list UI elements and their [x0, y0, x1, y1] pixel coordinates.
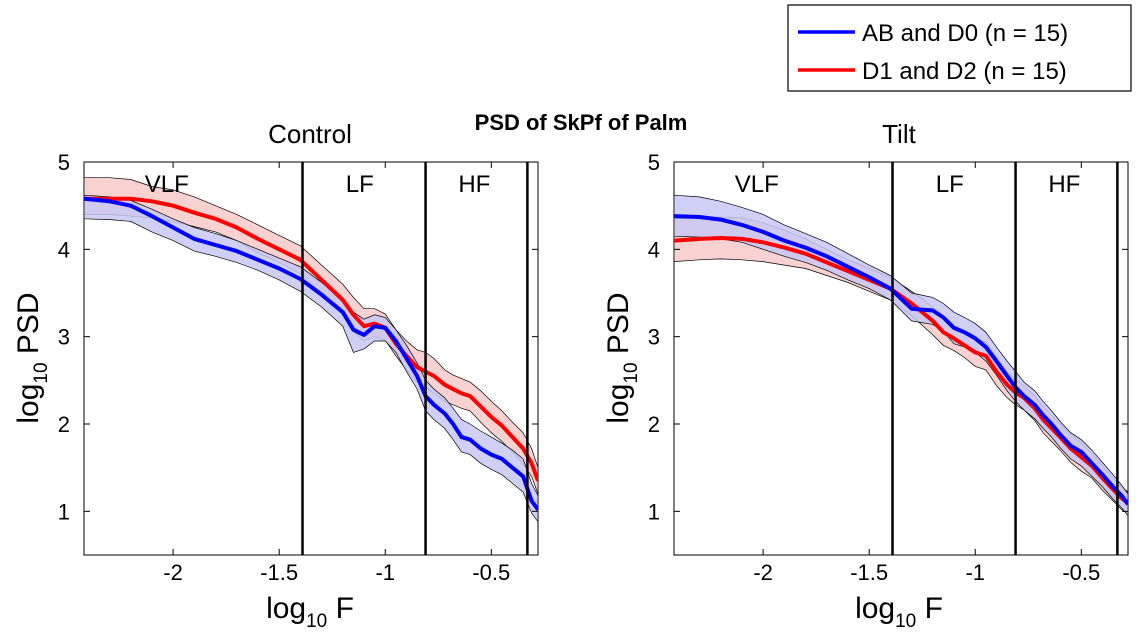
panel-title-tilt: Tilt: [882, 119, 916, 149]
y-tick-label: 2: [58, 412, 70, 437]
y-tick-label: 4: [648, 237, 660, 262]
y-tick-label: 4: [58, 237, 70, 262]
x-tick-label: -2: [163, 560, 183, 585]
axes-frame-control: [83, 161, 539, 556]
y-axis-label-sub: 10: [621, 362, 642, 383]
x-axis-label-base: log: [855, 592, 895, 625]
series-line-blue: [84, 196, 538, 511]
x-axis-label-control: log10 F: [266, 592, 354, 632]
plot-area-tilt: VLF LF HF: [674, 162, 1128, 555]
band-label-hf: HF: [1048, 171, 1080, 198]
series-line-red: [674, 236, 1128, 505]
y-axis-label-rest: PSD: [12, 292, 45, 362]
figure-title: PSD of SkPf of Palm: [475, 110, 688, 135]
y-tick-label: 3: [648, 325, 660, 350]
plot-area-control: VLF LF HF: [84, 162, 538, 555]
axes-frame-tilt: [673, 161, 1129, 556]
y-tick-label: 1: [648, 499, 660, 524]
x-axis-label-sub: 10: [306, 611, 327, 632]
band-label-lf: LF: [936, 171, 964, 198]
y-axis-label-rest: PSD: [602, 292, 635, 362]
legend-entry-blue: AB and D0 (n = 15): [862, 20, 1068, 47]
y-axis-label-sub: 10: [31, 362, 52, 383]
legend-box: [787, 4, 1132, 92]
y-tick-label: 5: [648, 150, 660, 175]
confidence-band-red: [674, 216, 1128, 514]
x-axis-label-rest: F: [916, 592, 943, 625]
band-label-vlf: VLF: [735, 171, 779, 198]
series-group: [84, 177, 538, 523]
y-tick-label: 2: [648, 412, 660, 437]
series-line-blue: [674, 214, 1128, 506]
ticks-control: -2 -1.5 -1 -0.5 1 2 3 4 5: [58, 150, 538, 585]
y-axis-label-base: log: [12, 384, 45, 424]
band-label-hf: HF: [458, 171, 490, 198]
x-axis-label-sub: 10: [895, 611, 916, 632]
x-tick-label: -1.5: [260, 560, 298, 585]
y-tick-label: 5: [58, 150, 70, 175]
panel-control: Control VLF LF HF -2 -1.5 -1 -0.5 1 2 3 4 5 log10 …: [12, 119, 539, 632]
series-group: [674, 194, 1128, 517]
x-tick-label: -0.5: [472, 560, 510, 585]
ticks-tilt: -2 -1.5 -1 -0.5 1 2 3 4 5: [648, 150, 1128, 585]
y-tick-label: 1: [58, 499, 70, 524]
y-axis-label-tilt: log10 PSD: [602, 292, 642, 423]
x-tick-label: -1: [375, 560, 395, 585]
y-axis-label-base: log: [602, 384, 635, 424]
x-tick-label: -1: [965, 560, 985, 585]
band-label-vlf: VLF: [145, 171, 189, 198]
x-axis-label-tilt: log10 F: [855, 592, 943, 632]
band-label-lf: LF: [346, 171, 374, 198]
x-tick-label: -0.5: [1062, 560, 1100, 585]
legend: AB and D0 (n = 15) D1 and D2 (n = 15): [787, 4, 1132, 92]
y-axis-label-control: log10 PSD: [12, 292, 52, 423]
x-tick-label: -2: [753, 560, 773, 585]
panel-title-control: Control: [268, 119, 352, 149]
x-axis-label-rest: F: [327, 592, 354, 625]
x-axis-label-base: log: [266, 592, 306, 625]
y-tick-label: 3: [58, 325, 70, 350]
legend-entry-red: D1 and D2 (n = 15): [862, 58, 1067, 85]
confidence-band-blue: [84, 194, 538, 523]
confidence-band-blue: [674, 194, 1128, 517]
x-tick-label: -1.5: [850, 560, 888, 585]
